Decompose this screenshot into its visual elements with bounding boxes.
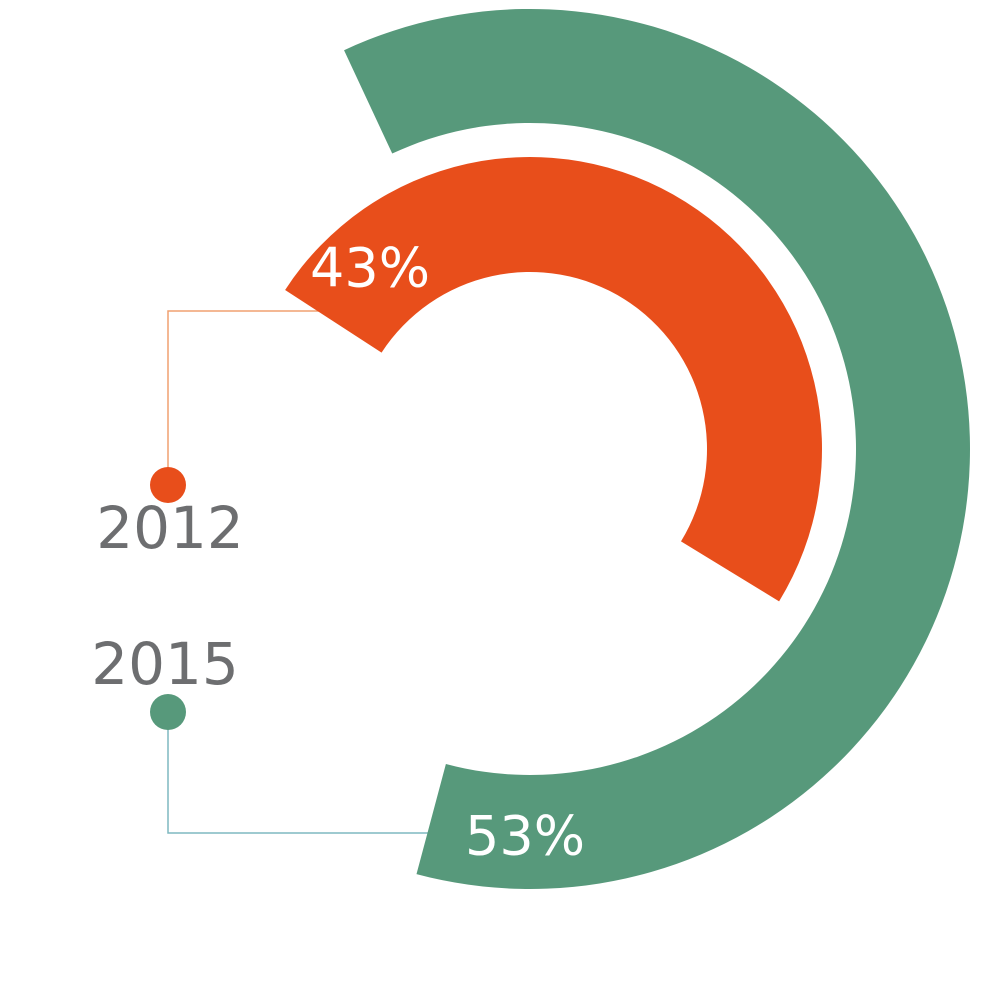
radial-bar: [344, 9, 971, 889]
value-label: 43%: [310, 237, 430, 300]
value-label: 53%: [465, 805, 585, 868]
legend-label: 2015: [91, 630, 239, 698]
radial-bar: [285, 156, 823, 602]
legend-dot: [150, 694, 186, 730]
leader-line: [167, 310, 320, 485]
legend-dot: [150, 467, 186, 503]
legend-label: 2012: [96, 494, 244, 562]
leader-line: [167, 712, 462, 834]
